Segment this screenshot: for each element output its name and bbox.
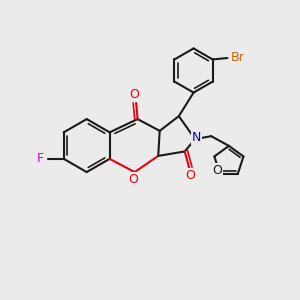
Text: O: O — [130, 88, 140, 101]
Text: Br: Br — [231, 51, 244, 64]
Text: O: O — [186, 169, 196, 182]
Text: O: O — [128, 173, 138, 186]
Text: O: O — [212, 164, 222, 177]
Text: F: F — [37, 152, 44, 165]
Text: N: N — [192, 131, 201, 144]
